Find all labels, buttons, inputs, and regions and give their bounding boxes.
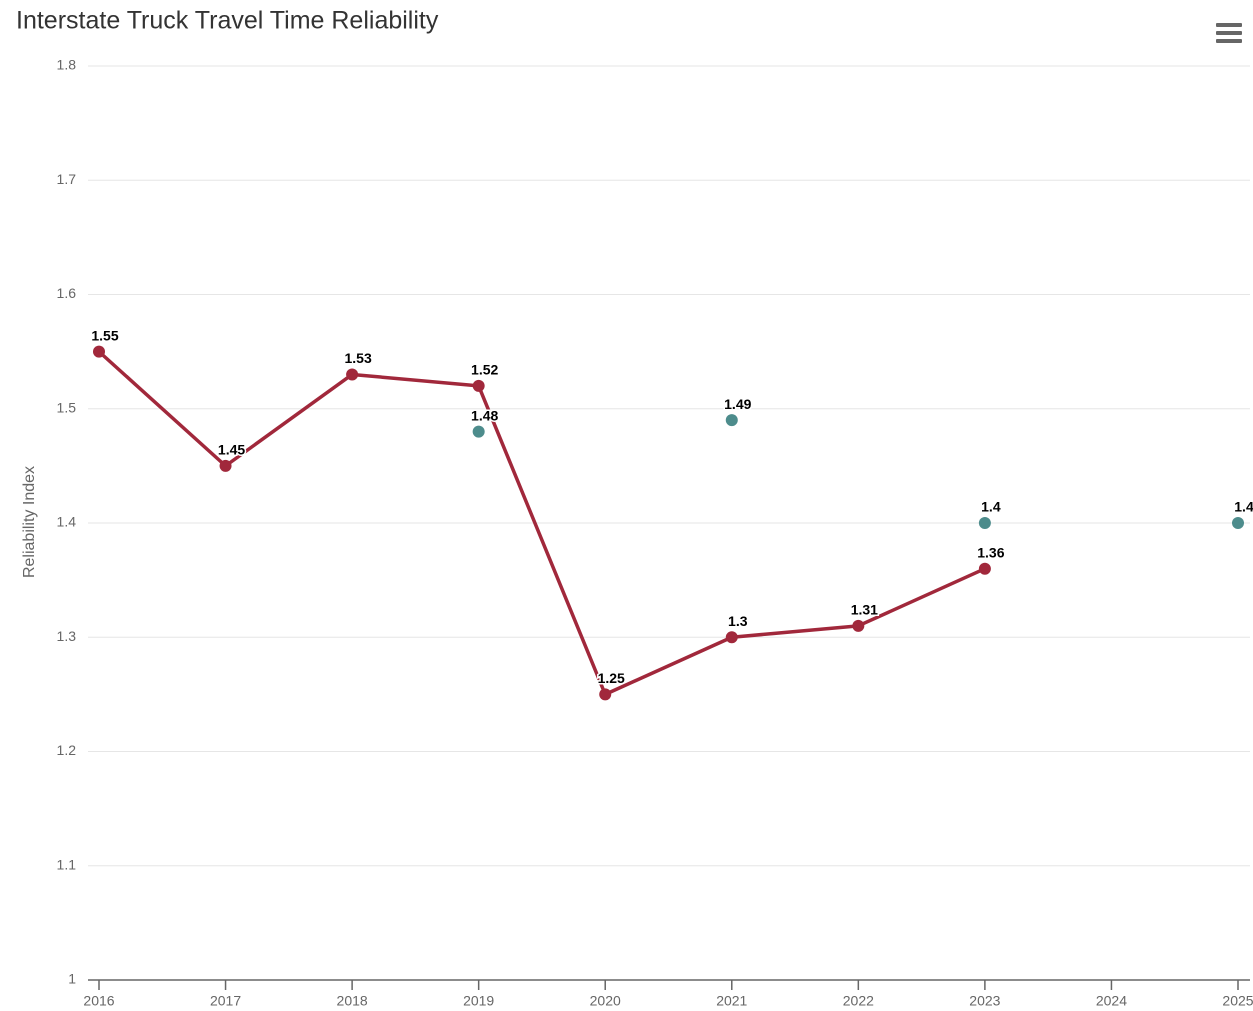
y-axis-title: Reliability Index — [21, 466, 38, 578]
menu-bar[interactable] — [1216, 31, 1242, 35]
data-label: 1.31 — [851, 602, 878, 618]
point — [93, 345, 105, 358]
menu-bar[interactable] — [1216, 23, 1242, 27]
x-tick-label: 2021 — [716, 993, 747, 1009]
point — [219, 459, 232, 472]
y-tick-label: 1.4 — [57, 514, 77, 530]
menu-button[interactable] — [1216, 23, 1242, 43]
y-tick-label: 1.6 — [57, 285, 77, 301]
x-tick-label: 2017 — [210, 993, 241, 1009]
y-tick-label: 1.3 — [57, 628, 77, 644]
menu-bar[interactable] — [1216, 39, 1242, 43]
point — [599, 688, 612, 701]
x-tick-label: 2024 — [1096, 993, 1127, 1009]
data-label: 1.45 — [218, 442, 245, 458]
point — [725, 631, 738, 644]
x-tick-label: 2025 — [1222, 993, 1253, 1009]
data-label: 1.55 — [91, 327, 118, 343]
data-label: 1.36 — [977, 544, 1004, 560]
x-tick-label: 2022 — [843, 993, 874, 1009]
x-tick-label: 2023 — [969, 993, 1000, 1009]
data-label: 1.4 — [1234, 499, 1253, 515]
chart-title: Interstate Truck Travel Time Reliability — [16, 7, 439, 35]
x-tick-label: 2020 — [590, 993, 621, 1009]
data-label: 1.25 — [598, 670, 625, 686]
y-tick-label: 1.2 — [57, 742, 77, 758]
point — [725, 414, 738, 427]
y-tick-label: 1 — [68, 971, 76, 987]
data-label: 1.53 — [344, 350, 371, 366]
data-label: 1.3 — [728, 613, 748, 629]
y-tick-label: 1.7 — [57, 171, 77, 187]
point — [472, 425, 485, 438]
point — [978, 562, 991, 575]
y-tick-label: 1.5 — [57, 399, 77, 415]
x-tick-label: 2019 — [463, 993, 494, 1009]
point — [472, 379, 485, 392]
point — [852, 619, 865, 632]
x-tick-label: 2016 — [83, 993, 114, 1009]
data-label: 1.49 — [724, 396, 751, 412]
point — [978, 517, 991, 529]
y-tick-label: 1.8 — [57, 57, 77, 73]
y-tick-label: 1.1 — [57, 856, 77, 872]
data-label: 1.4 — [981, 499, 1001, 515]
series-line — [97, 350, 986, 697]
data-label: 1.52 — [471, 362, 498, 378]
data-label: 1.48 — [471, 407, 498, 423]
point — [346, 368, 359, 381]
x-tick-label: 2018 — [337, 993, 368, 1009]
point — [1232, 517, 1244, 529]
